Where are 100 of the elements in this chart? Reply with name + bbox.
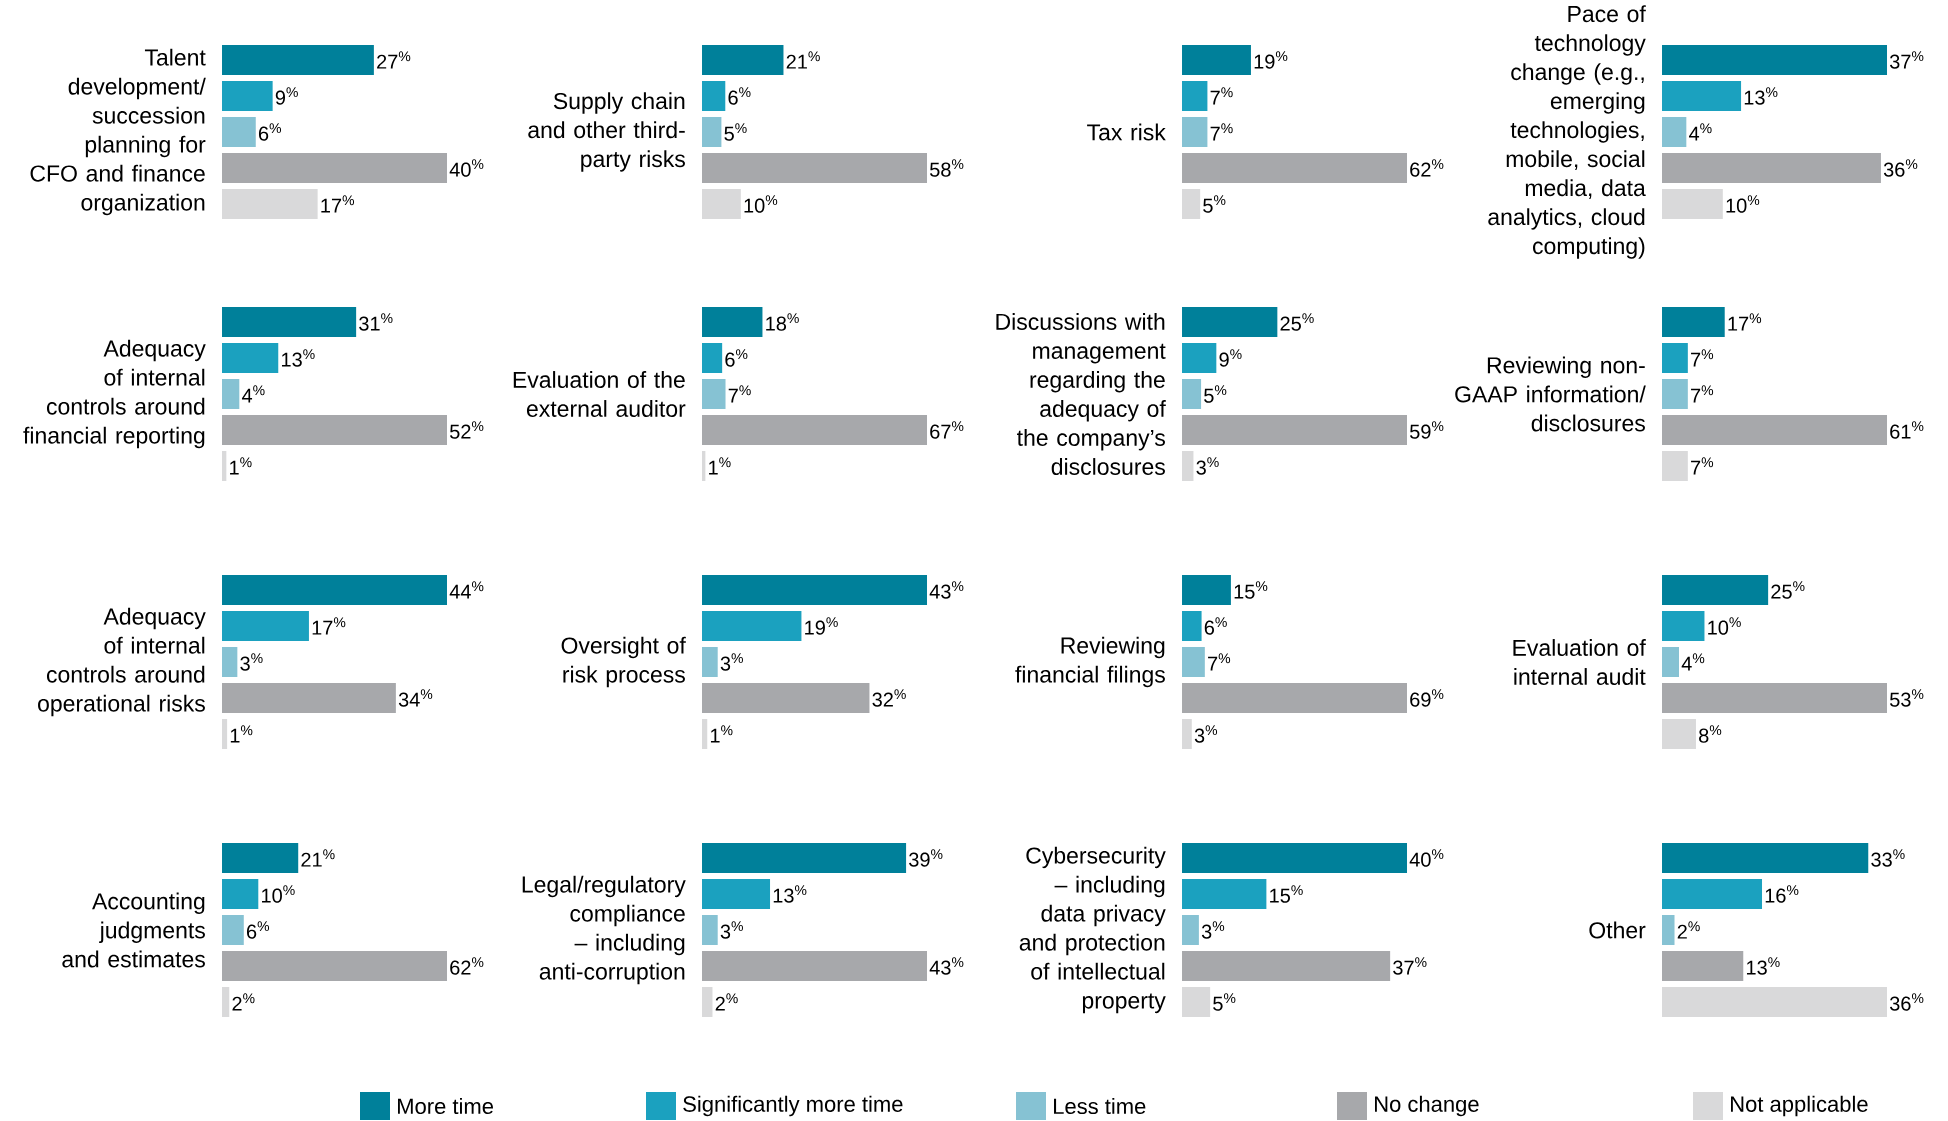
data-label: 59$^{%}$ [1410, 421, 1444, 439]
data-label: 13$^{%}$ [773, 885, 807, 903]
data-label: 7$^{%}$ [728, 385, 751, 403]
bar [222, 81, 273, 111]
text: Reviewing financial filings [1015, 636, 1165, 688]
bar [1662, 718, 1696, 749]
bar [222, 950, 448, 981]
bar [222, 343, 279, 373]
data-label: 1$^{%}$ [710, 725, 733, 743]
data-label: 33$^{%}$ [1871, 849, 1905, 867]
bar [222, 987, 230, 1017]
data-label: 3$^{%}$ [240, 653, 263, 671]
data-label: 25$^{%}$ [1280, 313, 1314, 331]
data-label: 13$^{%}$ [1746, 957, 1780, 975]
bar [222, 45, 374, 75]
data-label: 13$^{%}$ [1744, 87, 1778, 105]
bar [1662, 843, 1869, 873]
bar [702, 950, 928, 981]
bar [702, 379, 726, 409]
data-label: 27$^{%}$ [377, 51, 411, 69]
bar [1182, 575, 1231, 605]
data-label: 17$^{%}$ [321, 195, 355, 213]
bar [702, 843, 907, 873]
bar [1662, 683, 1887, 713]
data-label: 61$^{%}$ [1890, 421, 1924, 439]
data-label: 5$^{%}$ [724, 123, 747, 141]
bar [702, 683, 870, 713]
data-label: 1$^{%}$ [230, 457, 252, 475]
data-label: 4$^{%}$ [1688, 123, 1712, 141]
data-label: 4$^{%}$ [1681, 653, 1705, 671]
data-label: 58$^{%}$ [930, 159, 964, 177]
text: Evaluation of internal audit [1513, 639, 1646, 685]
bar [702, 915, 718, 945]
data-label: 44$^{%}$ [449, 581, 484, 599]
data-label: 32$^{%}$ [872, 689, 906, 707]
bar [1662, 575, 1769, 605]
bar [1182, 950, 1391, 981]
data-label: 16$^{%}$ [1765, 885, 1799, 903]
bar [222, 414, 447, 445]
bar [222, 307, 357, 337]
bar [702, 81, 726, 111]
bar [222, 718, 228, 749]
data-label: 7$^{%}$ [1691, 349, 1714, 367]
bar [222, 647, 238, 677]
text: Adequacy of internal controls around financial reporting [23, 339, 206, 449]
data-label: 53$^{%}$ [1890, 689, 1924, 707]
bar [702, 45, 784, 75]
data-label: 5$^{%}$ [1203, 195, 1226, 213]
text: Evaluation of the external auditor [513, 371, 686, 417]
bar [1662, 45, 1888, 75]
data-label: 3$^{%}$ [1196, 457, 1219, 475]
bar [1182, 414, 1408, 445]
legend-label: No change [1375, 1095, 1479, 1117]
bar [222, 188, 318, 219]
data-label: 37$^{%}$ [1889, 51, 1924, 69]
data-label: 8$^{%}$ [1699, 725, 1722, 743]
bar [1182, 188, 1201, 219]
bar [1182, 307, 1278, 337]
legend-label: Significantly more time [683, 1095, 903, 1117]
bar [222, 915, 244, 945]
text: Tax risk [1087, 123, 1166, 141]
text: Oversight of risk process [561, 636, 686, 688]
bar [222, 611, 309, 641]
data-label: 2$^{%}$ [232, 993, 255, 1011]
data-label: 5$^{%}$ [1213, 993, 1236, 1011]
data-label: 19$^{%}$ [1254, 51, 1288, 69]
data-label: 6$^{%}$ [728, 87, 751, 105]
data-label: 15$^{%}$ [1270, 885, 1303, 903]
data-label: 34$^{%}$ [398, 689, 433, 707]
data-label: 9$^{%}$ [275, 87, 298, 105]
bar [222, 843, 299, 873]
bar [1662, 950, 1744, 981]
bar [702, 307, 763, 337]
data-label: 10$^{%}$ [744, 195, 778, 213]
bar [1662, 81, 1742, 111]
bar [222, 451, 227, 481]
text: Accounting judgments and estimates [62, 892, 205, 968]
data-label: 1$^{%}$ [709, 457, 731, 475]
data-label: 7$^{%}$ [1691, 457, 1714, 475]
text: Reviewing non-GAAP information/ disclosures [1455, 356, 1646, 432]
text: Supply chain and other third-party risks [528, 92, 685, 172]
bar [1662, 647, 1679, 677]
chart-title: Pace of technology change (e.g., emerging technologies, mobile, social media, data analytics, cloud computing) [1488, 5, 1646, 259]
bar [1182, 379, 1202, 409]
bar [1182, 611, 1202, 641]
bar [222, 575, 448, 605]
data-label: 18$^{%}$ [766, 313, 799, 331]
data-label: 3$^{%}$ [1201, 921, 1225, 939]
bar [702, 647, 718, 677]
data-label: 2$^{%}$ [1677, 921, 1700, 939]
data-label: 1$^{%}$ [230, 725, 253, 743]
text: Other [1589, 921, 1646, 939]
data-label: 62$^{%}$ [1410, 159, 1444, 177]
bar [1182, 45, 1251, 75]
bar [222, 153, 448, 183]
data-label: 15$^{%}$ [1234, 581, 1268, 599]
data-label: 13$^{%}$ [281, 349, 315, 367]
data-label: 62$^{%}$ [450, 957, 484, 975]
data-label: 7$^{%}$ [1208, 653, 1231, 671]
data-label: 6$^{%}$ [725, 349, 748, 367]
